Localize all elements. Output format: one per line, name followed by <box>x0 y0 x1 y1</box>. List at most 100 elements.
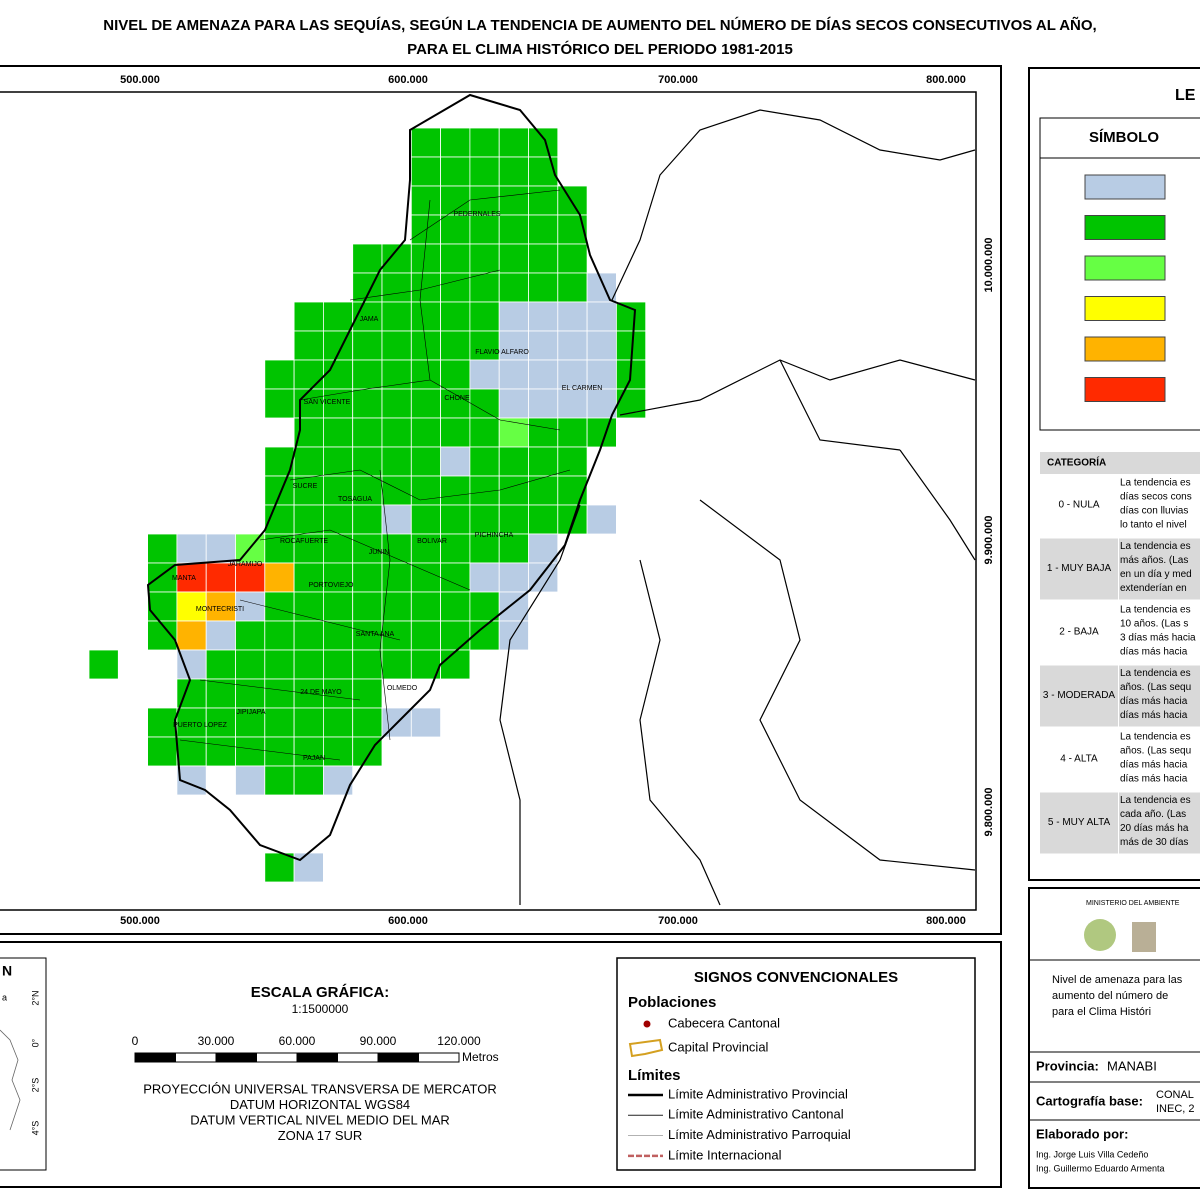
threat-cell <box>440 649 471 680</box>
table-row-bg <box>1040 602 1118 663</box>
threat-cell <box>557 243 588 274</box>
threat-cell <box>410 272 441 303</box>
threat-cell <box>498 214 529 245</box>
threat-cell <box>528 533 559 564</box>
threat-cell <box>469 359 500 390</box>
threat-cell <box>586 504 617 535</box>
place-label: OLMEDO <box>387 685 418 692</box>
threat-cell <box>293 852 324 883</box>
threat-cell <box>205 649 236 680</box>
threat-cell <box>381 649 412 680</box>
threat-cell <box>528 127 559 158</box>
map-title: PARA EL CLIMA HISTÓRICO DEL PERIODO 1981… <box>407 40 793 58</box>
table-description: La tendencia es <box>1120 478 1191 489</box>
table-category: 3 - MODERADA <box>1043 690 1116 701</box>
threat-cell <box>440 330 471 361</box>
threat-cell <box>410 591 441 622</box>
scale-segment <box>175 1052 217 1063</box>
threat-cell <box>557 272 588 303</box>
threat-cell <box>410 504 441 535</box>
scale-segment <box>337 1052 379 1063</box>
x-coordinate: 600.000 <box>388 74 428 86</box>
threat-cell <box>381 359 412 390</box>
place-label: EL CARMEN <box>562 385 603 392</box>
threat-cell <box>235 620 266 651</box>
legend-symbol-box <box>1039 117 1200 431</box>
signs-item: Límite Administrativo Provincial <box>668 1086 848 1101</box>
scale-segment <box>418 1052 460 1063</box>
inset-coordinate: 2°N <box>30 990 40 1005</box>
threat-cell <box>381 446 412 477</box>
canton-boundary <box>179 189 571 761</box>
threat-cell <box>440 591 471 622</box>
table-row-bg <box>1119 538 1200 600</box>
threat-cell <box>469 591 500 622</box>
inset-coordinate: 4°S <box>30 1121 40 1136</box>
projection-text: ZONA 17 SUR <box>278 1128 363 1143</box>
threat-cell <box>528 156 559 187</box>
projection-text: PROYECCIÓN UNIVERSAL TRANSVERSA DE MERCA… <box>143 1081 496 1096</box>
threat-cell <box>498 620 529 651</box>
threat-cell <box>528 330 559 361</box>
x-coordinate: 600.000 <box>388 915 428 927</box>
threat-cell <box>498 156 529 187</box>
place-label: PEDERNALES <box>453 211 500 218</box>
province-boundary <box>146 93 637 862</box>
threat-cell <box>440 388 471 419</box>
table-row-bg <box>1119 792 1200 854</box>
place-label: TOSAGUA <box>338 496 372 503</box>
table-row-bg <box>1040 538 1118 600</box>
signs-title: SIGNOS CONVENCIONALES <box>694 969 898 986</box>
threat-cell <box>264 591 295 622</box>
logo <box>1132 922 1156 952</box>
scale-segment <box>215 1052 257 1063</box>
threat-cell <box>176 562 207 593</box>
threat-cell <box>352 533 383 564</box>
threat-cell <box>469 388 500 419</box>
threat-cell <box>557 359 588 390</box>
table-description: extenderían en <box>1120 583 1187 594</box>
table-category: 4 - ALTA <box>1060 754 1098 765</box>
threat-cell <box>528 214 559 245</box>
table-category: 0 - NULA <box>1058 500 1099 511</box>
signs-item: Límite Administrativo Parroquial <box>668 1127 851 1142</box>
table-description: días más hacia <box>1120 647 1188 658</box>
threat-cell <box>381 475 412 506</box>
inset-coordinate: 0° <box>30 1038 40 1047</box>
projection-text: DATUM HORIZONTAL WGS84 <box>230 1097 410 1112</box>
signs-item: Cabecera Cantonal <box>668 1015 780 1030</box>
threat-cell <box>322 504 354 535</box>
threat-cell <box>381 562 412 593</box>
threat-cell <box>498 272 529 303</box>
threat-cell <box>410 185 441 216</box>
threat-cell <box>264 562 295 593</box>
threat-cell <box>469 214 500 245</box>
legend-frame <box>1028 67 1200 881</box>
table-description: más años. (Las <box>1120 555 1188 566</box>
threat-cell <box>440 214 471 245</box>
threat-cell <box>293 388 324 419</box>
threat-cell <box>440 301 471 332</box>
threat-cell <box>410 156 441 187</box>
threat-cell <box>440 475 471 506</box>
threat-cell <box>528 388 559 419</box>
place-label: BOLIVAR <box>417 538 447 545</box>
threat-cell <box>498 446 529 477</box>
y-coordinate: 9.900.000 <box>983 516 995 565</box>
table-row-bg <box>1119 665 1200 727</box>
ministry-name: MINISTERIO DEL AMBIENTE <box>1086 900 1180 907</box>
table-header-bg <box>1040 452 1200 474</box>
threat-cell <box>235 591 266 622</box>
threat-cell <box>616 388 647 419</box>
threat-cell <box>235 678 266 709</box>
signs-item: Límite Administrativo Cantonal <box>668 1107 844 1122</box>
table-row-bg <box>1119 475 1200 536</box>
place-label: MONTECRISTI <box>196 606 244 613</box>
threat-cell <box>440 272 471 303</box>
table-row-bg <box>1040 475 1118 536</box>
threat-cell <box>498 388 529 419</box>
threat-cell <box>469 504 500 535</box>
threat-cell <box>235 707 266 738</box>
legend-swatch <box>1084 255 1166 281</box>
